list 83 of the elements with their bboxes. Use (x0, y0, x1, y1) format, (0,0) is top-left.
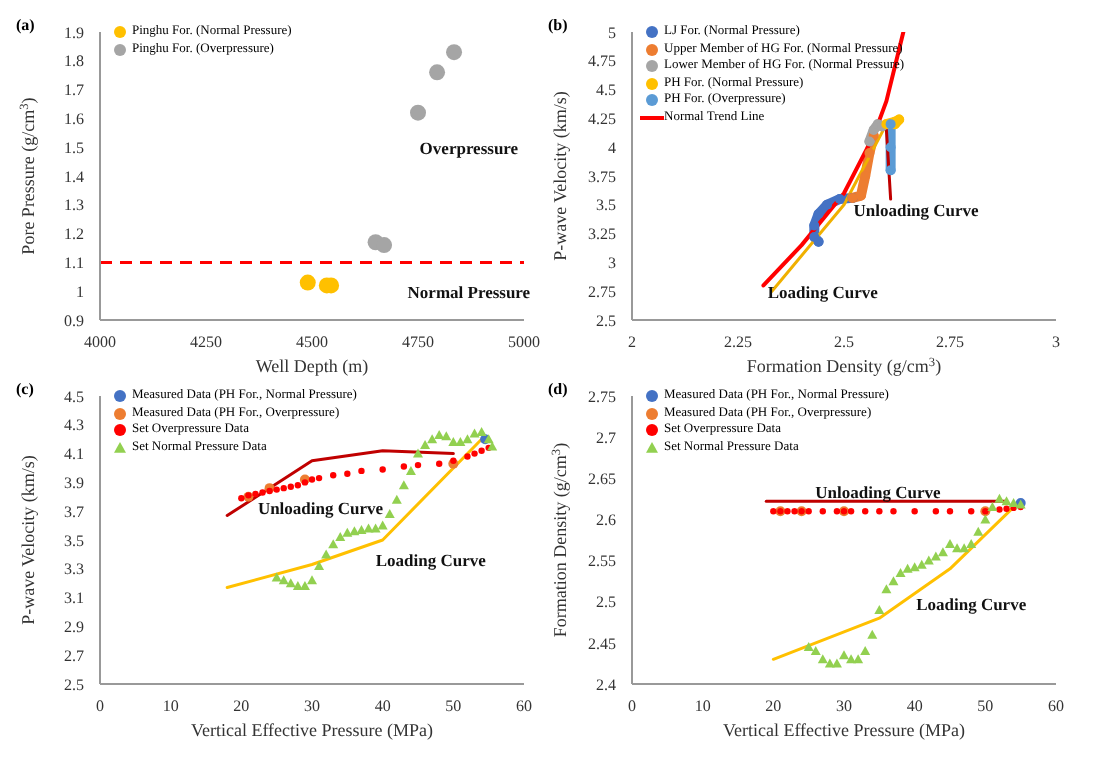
y-tick-label: 4 (608, 138, 616, 157)
x-tick-label: 2 (628, 333, 636, 352)
y-tick-label: 2.7 (64, 646, 84, 665)
x-axis-title: Vertical Effective Pressure (MPa) (190, 720, 434, 740)
y-tick-label: 1.8 (64, 52, 84, 71)
x-tick-label: 50 (445, 697, 462, 716)
y-tick-label: 3.1 (64, 589, 84, 608)
y-tick-label: 2.5 (596, 593, 616, 612)
x-tick-label: 5000 (508, 333, 540, 352)
y-tick-label: 3.25 (588, 225, 616, 244)
annotation: Unloading Curve (815, 481, 941, 502)
x-tick-label: 60 (1048, 697, 1064, 716)
x-tick-label: 30 (836, 697, 852, 716)
annotation: Unloading Curve (257, 498, 384, 519)
x-axis-title: Vertical Effective Pressure (MPa) (722, 720, 966, 740)
x-tick-label: 20 (233, 697, 250, 716)
annotation: Normal Pressure (407, 281, 531, 302)
y-tick-label: 3.5 (64, 531, 84, 550)
x-tick-label: 40 (374, 697, 391, 716)
y-tick-label: 2.45 (588, 634, 616, 653)
annotation: Unloading Curve (853, 200, 979, 221)
x-tick-label: 60 (516, 697, 532, 716)
y-tick-label: 2.5 (64, 675, 84, 694)
y-tick-label: 4.5 (596, 81, 616, 100)
y-tick-label: 3.75 (588, 167, 616, 186)
y-tick-label: 1.2 (64, 225, 84, 244)
y-tick-label: 2.55 (588, 552, 616, 571)
y-tick-label: 4.5 (64, 387, 84, 406)
y-tick-label: 3 (608, 254, 616, 273)
x-tick-label: 4000 (84, 333, 116, 352)
y-tick-label: 3.9 (64, 474, 84, 493)
x-tick-label: 10 (694, 697, 711, 716)
y-tick-label: 2.6 (596, 511, 616, 530)
y-tick-label: 2.4 (596, 675, 616, 694)
y-tick-label: 2.65 (588, 469, 616, 488)
y-tick-label: 2.75 (588, 282, 616, 301)
x-tick-label: 30 (304, 697, 320, 716)
x-axis-title: Formation Density (g/cm$^{3}$) (746, 355, 942, 376)
x-tick-label: 20 (765, 697, 782, 716)
y-tick-label: 3.5 (596, 196, 616, 215)
y-tick-label: 4.3 (64, 416, 84, 435)
y-tick-label: 2.9 (64, 618, 84, 637)
y-tick-label: 1.6 (64, 110, 84, 129)
x-tick-label: 3 (1052, 333, 1060, 352)
chart-title: (c) (16, 380, 34, 398)
y-tick-label: 1 (76, 282, 84, 301)
x-tick-label: 0 (96, 697, 104, 716)
x-tick-label: 0 (628, 697, 636, 716)
chart-title: (b) (548, 16, 568, 34)
x-tick-label: 2.25 (724, 333, 752, 352)
y-tick-label: 1.9 (64, 23, 84, 42)
y-tick-label: 0.9 (64, 311, 84, 330)
y-tick-label: 2.5 (596, 311, 616, 330)
x-tick-label: 4500 (296, 333, 328, 352)
y-tick-label: 1.7 (64, 81, 84, 100)
y-tick-label: 4.75 (588, 52, 616, 71)
y-tick-label: 4.1 (64, 445, 84, 464)
annotation: Loading Curve (767, 281, 878, 302)
y-tick-label: 1.5 (64, 138, 84, 157)
x-tick-label: 10 (162, 697, 179, 716)
y-tick-label: 1.4 (64, 167, 84, 186)
x-tick-label: 50 (977, 697, 994, 716)
chart-title: (a) (16, 16, 35, 34)
chart-title: (d) (548, 380, 568, 398)
y-tick-label: 3.3 (64, 560, 84, 579)
annotation: Overpressure (419, 137, 519, 158)
annotation: Loading Curve (916, 593, 1027, 614)
y-tick-label: 4.25 (588, 110, 616, 129)
x-tick-label: 40 (906, 697, 923, 716)
y-axis-title: P-wave Velocity (km/s) (18, 455, 38, 625)
y-tick-label: 2.75 (588, 387, 616, 406)
x-axis-title: Well Depth (m) (255, 356, 369, 376)
x-tick-label: 2.75 (936, 333, 964, 352)
y-tick-label: 2.7 (596, 428, 616, 447)
x-tick-label: 4250 (190, 333, 222, 352)
y-tick-label: 1.3 (64, 196, 84, 215)
y-tick-label: 3.7 (64, 502, 84, 521)
x-tick-label: 2.5 (834, 333, 854, 352)
y-axis-title: P-wave Velocity (km/s) (550, 91, 570, 261)
y-tick-label: 1.1 (64, 254, 84, 273)
y-tick-label: 5 (608, 23, 616, 42)
annotation: Loading Curve (375, 550, 486, 571)
x-tick-label: 4750 (402, 333, 434, 352)
